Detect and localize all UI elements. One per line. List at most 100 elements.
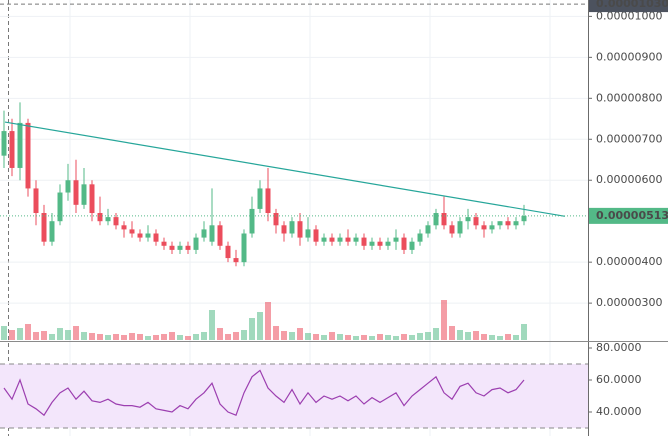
volume-bar — [393, 336, 399, 340]
candle-body — [273, 213, 279, 226]
candle-body — [385, 241, 391, 246]
volume-bar — [361, 335, 367, 340]
candle-body — [473, 217, 479, 226]
volume-bar — [353, 336, 359, 340]
volume-bar — [441, 300, 447, 340]
candle-body — [57, 192, 63, 222]
candle-body — [289, 221, 295, 234]
volume-bar — [81, 332, 87, 340]
volume-bar — [41, 331, 47, 340]
candle-body — [329, 237, 335, 242]
volume-bar — [465, 332, 471, 340]
y-tick-label: 0.00000600 — [596, 173, 662, 186]
candle-body — [353, 237, 359, 242]
volume-bar — [249, 318, 255, 340]
candle-body — [433, 213, 439, 226]
volume-bar — [201, 332, 207, 340]
candle-body — [257, 188, 263, 209]
candle-body — [361, 237, 367, 246]
volume-bar — [497, 336, 503, 340]
volume-bar — [457, 330, 463, 340]
y-tick-label: 0.00000900 — [596, 50, 662, 63]
candle-body — [113, 217, 119, 226]
volume-bar — [473, 331, 479, 340]
volume-bar — [321, 335, 327, 340]
candle-body — [265, 188, 271, 214]
volume-bar — [17, 328, 23, 340]
volume-bar — [225, 334, 231, 340]
volume-bar — [377, 334, 383, 340]
candle-body — [17, 122, 23, 168]
rsi-tick-label: 80.0000 — [596, 341, 642, 354]
candle-body — [305, 229, 311, 238]
volume-bar — [1, 326, 7, 340]
candle-body — [145, 233, 151, 238]
volume-bar — [289, 332, 295, 340]
volume-bar — [65, 330, 71, 340]
volume-bar — [257, 312, 263, 340]
volume-bar — [273, 326, 279, 340]
last-price-box — [589, 207, 668, 224]
candle-body — [129, 229, 135, 234]
candle-body — [321, 237, 327, 242]
volume-bar — [513, 335, 519, 340]
volume-bar — [97, 334, 103, 340]
vertical-grid — [69, 0, 551, 436]
last-price-label: 0.00000513 — [596, 209, 668, 222]
candle-body — [65, 180, 71, 193]
volume-bar — [401, 334, 407, 340]
crosshair-price-box — [589, 0, 668, 13]
volume-bar — [233, 332, 239, 340]
volume-bar — [89, 333, 95, 340]
candle-body — [225, 245, 231, 259]
candle-body — [41, 213, 47, 242]
volume-bar — [177, 335, 183, 340]
candle-body — [97, 213, 103, 222]
candle-body — [241, 233, 247, 263]
volume-bar — [417, 333, 423, 340]
candle-body — [121, 225, 127, 230]
volume-bar — [521, 324, 527, 340]
candle-body — [281, 225, 287, 234]
candle-body — [297, 221, 303, 238]
candle-body — [201, 229, 207, 238]
candle-body — [441, 213, 447, 226]
candle-body — [185, 245, 191, 250]
candle-body — [73, 180, 79, 205]
rsi-band-fill — [0, 364, 588, 428]
candle-body — [497, 221, 503, 226]
candle-body — [513, 221, 519, 226]
volume-bar — [73, 326, 79, 340]
volume-bar — [161, 334, 167, 340]
candle-body — [369, 241, 375, 246]
y-tick-label: 0.00000300 — [596, 296, 662, 309]
volume-bar — [49, 334, 55, 340]
candle-body — [161, 241, 167, 246]
volume-bar — [297, 328, 303, 340]
candle-body — [409, 241, 415, 250]
volume-bar — [433, 328, 439, 340]
volume-bar — [113, 334, 119, 340]
candle-body — [49, 221, 55, 242]
candle-body — [393, 237, 399, 242]
candle-body — [25, 122, 31, 189]
rsi-tick-label: 60.0000 — [596, 373, 642, 386]
candle-body — [9, 131, 15, 168]
volume-bar — [449, 326, 455, 340]
volume-bar — [209, 310, 215, 340]
volume-bar — [121, 335, 127, 340]
candle-body — [177, 245, 183, 250]
candle-body — [33, 188, 39, 214]
volume-bar — [145, 336, 151, 340]
candle-body — [345, 237, 351, 242]
volume-bar — [217, 328, 223, 340]
candle-body — [249, 208, 255, 234]
candle-body — [401, 237, 407, 250]
candle-body — [313, 229, 319, 242]
volume-bar — [9, 330, 15, 340]
candle-body — [193, 237, 199, 250]
candle-body — [233, 258, 239, 263]
volume-bar — [265, 302, 271, 340]
